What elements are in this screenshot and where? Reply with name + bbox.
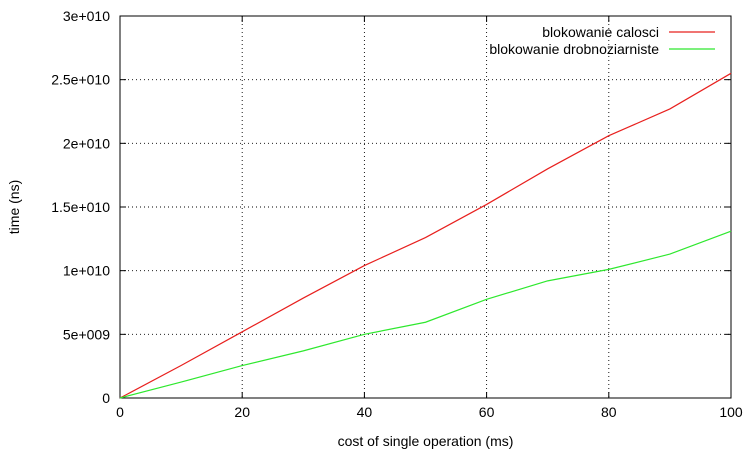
x-axis-label: cost of single operation (ms) [338, 433, 514, 449]
grid-lines [120, 16, 731, 398]
axis-ticks [119, 15, 732, 399]
x-tick-label: 40 [357, 404, 373, 420]
x-tick-labels: 0 20 40 60 80 100 [116, 404, 743, 420]
legend-label: blokowanie calosci [542, 24, 659, 40]
y-tick-label: 5e+009 [63, 326, 110, 342]
x-tick-label: 80 [601, 404, 617, 420]
y-tick-label: 1e+010 [63, 263, 110, 279]
legend-label: blokowanie drobnoziarniste [489, 41, 659, 57]
y-tick-label: 2.5e+010 [51, 72, 110, 88]
y-tick-label: 3e+010 [63, 8, 110, 24]
y-tick-label: 0 [102, 390, 110, 406]
y-tick-label: 1.5e+010 [51, 199, 110, 215]
x-tick-label: 100 [719, 404, 743, 420]
y-axis-label: time (ns) [6, 180, 22, 234]
y-tick-label: 2e+010 [63, 135, 110, 151]
series-line [119, 230, 732, 399]
series-lines [119, 72, 732, 399]
x-tick-label: 20 [234, 404, 250, 420]
y-tick-labels: 0 5e+009 1e+010 1.5e+010 2e+010 2.5e+010 3e+01… [51, 8, 110, 406]
series-line [119, 72, 732, 399]
plot-frame [119, 15, 732, 399]
x-tick-label: 0 [116, 404, 124, 420]
x-tick-label: 60 [479, 404, 495, 420]
